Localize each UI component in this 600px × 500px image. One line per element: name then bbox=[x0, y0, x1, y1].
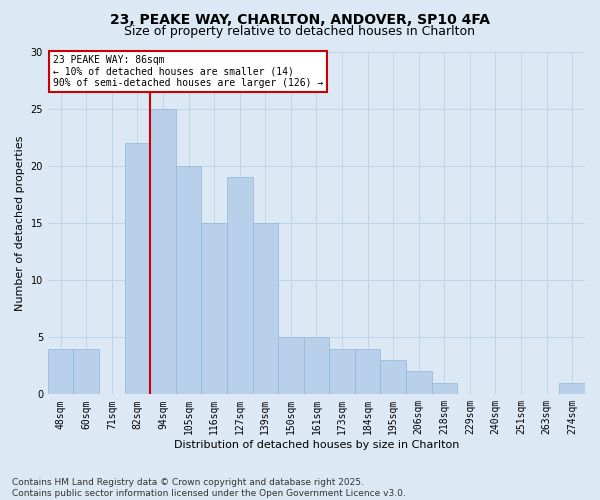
Bar bbox=[559, 383, 585, 394]
Bar bbox=[329, 348, 355, 395]
Text: 23 PEAKE WAY: 86sqm
← 10% of detached houses are smaller (14)
90% of semi-detach: 23 PEAKE WAY: 86sqm ← 10% of detached ho… bbox=[53, 55, 323, 88]
Bar bbox=[355, 348, 380, 395]
Bar bbox=[380, 360, 406, 394]
Bar bbox=[125, 143, 150, 395]
Bar bbox=[73, 348, 99, 395]
Bar bbox=[150, 108, 176, 395]
Bar bbox=[431, 383, 457, 394]
Y-axis label: Number of detached properties: Number of detached properties bbox=[15, 135, 25, 310]
Bar bbox=[253, 223, 278, 394]
Bar bbox=[304, 337, 329, 394]
Bar bbox=[202, 223, 227, 394]
Text: Size of property relative to detached houses in Charlton: Size of property relative to detached ho… bbox=[125, 25, 476, 38]
Bar bbox=[406, 372, 431, 394]
Bar bbox=[278, 337, 304, 394]
Bar bbox=[227, 177, 253, 394]
Text: Contains HM Land Registry data © Crown copyright and database right 2025.
Contai: Contains HM Land Registry data © Crown c… bbox=[12, 478, 406, 498]
Text: 23, PEAKE WAY, CHARLTON, ANDOVER, SP10 4FA: 23, PEAKE WAY, CHARLTON, ANDOVER, SP10 4… bbox=[110, 12, 490, 26]
Bar bbox=[176, 166, 202, 394]
Bar bbox=[48, 348, 73, 395]
X-axis label: Distribution of detached houses by size in Charlton: Distribution of detached houses by size … bbox=[174, 440, 459, 450]
